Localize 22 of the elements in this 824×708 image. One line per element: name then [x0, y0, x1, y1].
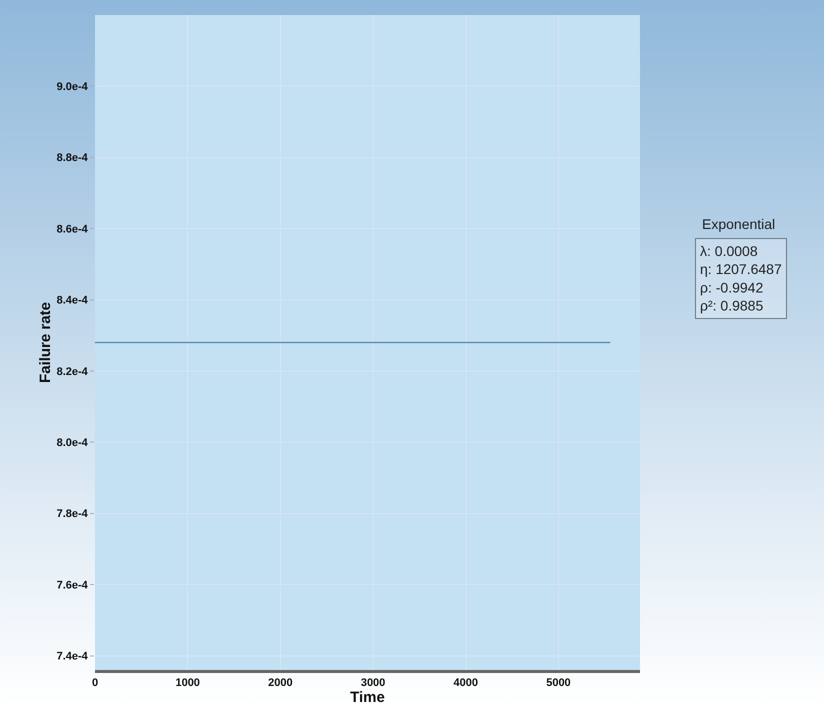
text: η: 1207.6487	[700, 261, 782, 278]
x-tick-label: 4000	[454, 677, 478, 690]
y-tick-label: 7.6e-4	[56, 579, 89, 592]
x-tick-label: 3000	[360, 677, 386, 690]
text: ρ: -0.9942	[700, 279, 764, 296]
y-tick-label: 9.0e-4	[56, 81, 89, 94]
y-tick-label: 8.0e-4	[56, 437, 89, 450]
text: ρ²: 0.9885	[700, 298, 764, 314]
y-tick-label: 7.8e-4	[56, 508, 89, 520]
y-tick-label: 8.6e-4	[56, 223, 89, 236]
y-tick-label: 8.2e-4	[56, 366, 89, 378]
y-tick-label: 8.4e-4	[56, 294, 89, 307]
x-tick-label: 1000	[175, 677, 200, 690]
legend-title: Exponential	[702, 216, 776, 232]
x-tick-label: 0	[92, 677, 98, 690]
x-tick-label: 5000	[546, 677, 571, 690]
y-axis-title: Failure rate	[36, 302, 54, 383]
y-tick-label: 7.4e-4	[56, 650, 89, 663]
text: λ: 0.0008	[700, 243, 758, 259]
y-tick-label: 8.8e-4	[56, 152, 89, 164]
x-axis-title: Time	[350, 689, 385, 706]
x-tick-label: 2000	[268, 677, 293, 690]
